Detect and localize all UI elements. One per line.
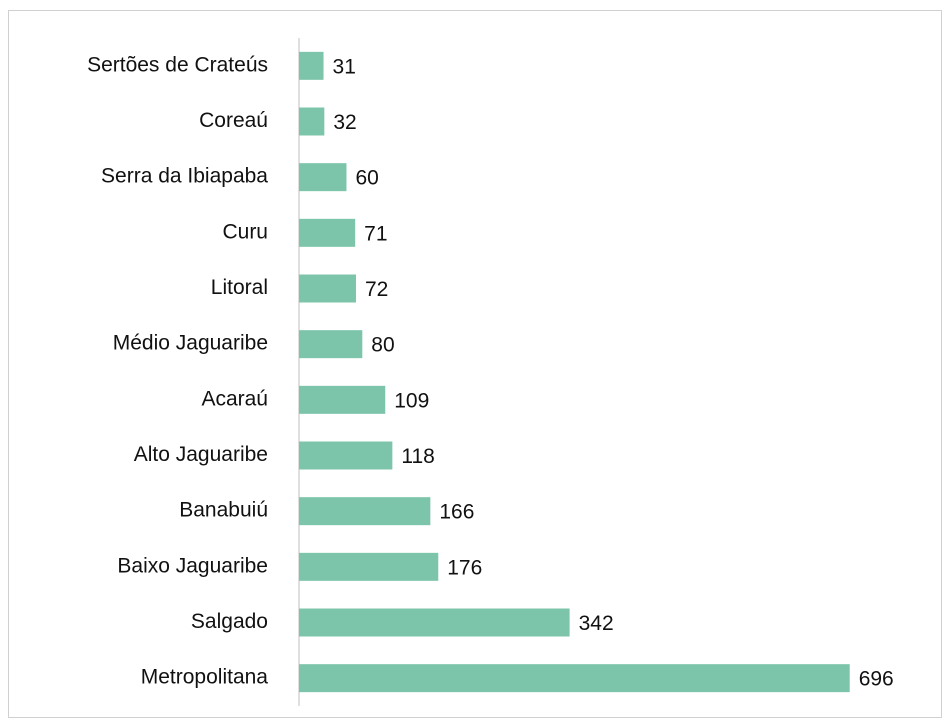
bar	[299, 274, 356, 303]
y-tick-label: Salgado	[191, 610, 268, 633]
data-label: 176	[447, 556, 482, 579]
bar	[299, 330, 363, 359]
y-tick-label: Sertões de Crateús	[87, 53, 268, 76]
y-tick-label: Banabuiú	[179, 499, 268, 522]
data-label: 71	[364, 222, 387, 245]
data-label: 80	[371, 334, 394, 357]
y-tick-label: Acaraú	[201, 387, 268, 410]
bar	[299, 497, 431, 526]
y-tick-label: Alto Jaguaribe	[134, 443, 268, 466]
data-label: 72	[365, 278, 388, 301]
bar	[299, 385, 386, 414]
y-tick-label: Médio Jaguaribe	[113, 332, 268, 355]
chart-border	[8, 10, 942, 718]
y-tick-label: Coreaú	[199, 109, 268, 132]
bar	[299, 51, 324, 80]
y-tick-label: Serra da Ibiapaba	[101, 165, 268, 188]
y-tick-label: Litoral	[211, 276, 268, 299]
bar	[299, 552, 439, 581]
data-label: 60	[355, 167, 378, 190]
y-tick-label: Baixo Jaguaribe	[117, 554, 268, 577]
data-label: 32	[333, 111, 356, 134]
data-label: 31	[333, 55, 356, 78]
data-label: 342	[579, 612, 614, 635]
bar	[299, 441, 393, 470]
bar	[299, 608, 570, 637]
bar	[299, 163, 347, 192]
bar	[299, 664, 850, 693]
bar	[299, 107, 325, 136]
data-label: 696	[859, 668, 894, 691]
y-tick-label: Curu	[222, 220, 268, 243]
data-label: 166	[439, 501, 474, 524]
bar	[299, 218, 356, 247]
y-tick-label: Metropolitana	[141, 666, 269, 689]
data-label: 118	[401, 445, 434, 468]
data-label: 109	[394, 389, 429, 412]
